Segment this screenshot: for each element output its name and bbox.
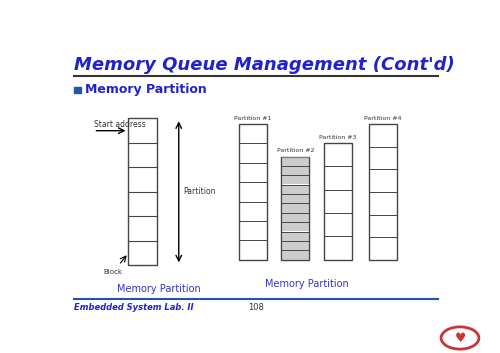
Text: Partition #3: Partition #3 xyxy=(320,134,357,140)
Bar xyxy=(282,222,309,231)
Text: Block: Block xyxy=(103,269,122,275)
Text: Memory Partition: Memory Partition xyxy=(116,284,200,294)
Text: Partition: Partition xyxy=(184,187,216,196)
Bar xyxy=(282,157,309,166)
Text: Embedded System Lab. II: Embedded System Lab. II xyxy=(74,303,194,312)
Bar xyxy=(282,251,309,259)
Bar xyxy=(282,195,309,203)
Text: Partition #1: Partition #1 xyxy=(234,116,272,121)
Bar xyxy=(324,143,352,260)
Text: Memory Partition: Memory Partition xyxy=(85,83,206,96)
Bar xyxy=(239,124,266,260)
Text: Memory Queue Management (Cont'd): Memory Queue Management (Cont'd) xyxy=(74,56,455,74)
Text: Memory Partition: Memory Partition xyxy=(265,279,348,289)
Text: Start address: Start address xyxy=(94,120,145,129)
Bar xyxy=(282,213,309,222)
Bar xyxy=(368,124,396,260)
Text: Partition #4: Partition #4 xyxy=(364,116,402,121)
Bar xyxy=(282,156,310,260)
Text: ♥: ♥ xyxy=(454,332,466,345)
Bar xyxy=(282,232,309,241)
Bar xyxy=(282,175,309,184)
Bar xyxy=(282,185,309,194)
Bar xyxy=(282,166,309,175)
Text: Partition #2: Partition #2 xyxy=(276,148,314,153)
Bar xyxy=(282,241,309,250)
Bar xyxy=(282,204,309,213)
Bar xyxy=(74,87,81,94)
Text: 108: 108 xyxy=(248,303,264,312)
Bar xyxy=(128,119,158,265)
